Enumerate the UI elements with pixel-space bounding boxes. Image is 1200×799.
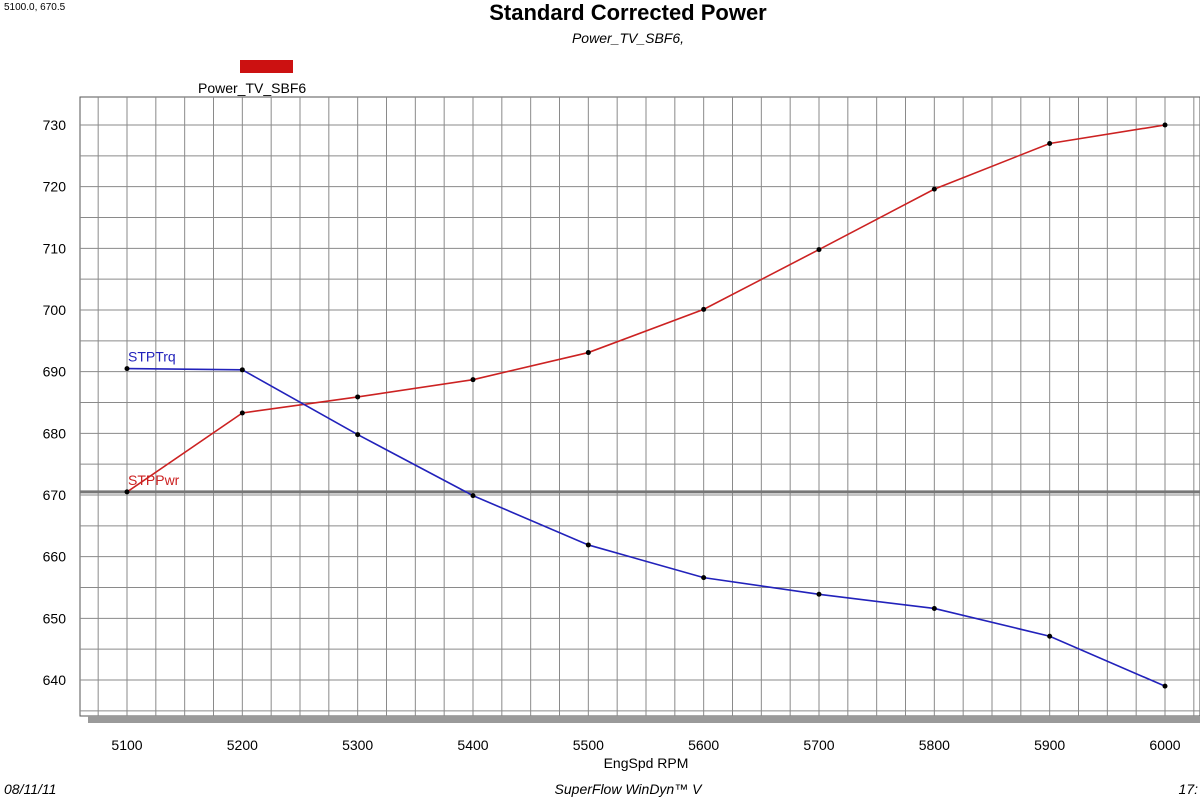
data-point bbox=[931, 605, 937, 611]
x-tick-label: 5600 bbox=[688, 737, 719, 753]
data-point bbox=[1047, 633, 1053, 639]
cursor-coordinate-readout: 5100.0, 670.5 bbox=[4, 2, 66, 13]
data-point bbox=[816, 247, 822, 253]
legend-swatch[interactable] bbox=[240, 60, 293, 73]
data-point bbox=[470, 493, 476, 499]
y-tick-label: 690 bbox=[43, 364, 67, 380]
data-point bbox=[585, 350, 591, 356]
data-point bbox=[124, 366, 130, 372]
x-tick-label: 5400 bbox=[457, 737, 488, 753]
series-line-stppwr bbox=[126, 124, 1166, 493]
data-point bbox=[701, 306, 707, 312]
x-axis-label: EngSpd RPM bbox=[604, 755, 689, 771]
x-tick-label: 5500 bbox=[573, 737, 604, 753]
x-tick-label: 6000 bbox=[1149, 737, 1180, 753]
footer-date: 08/11/11 bbox=[4, 781, 57, 797]
y-tick-label: 700 bbox=[43, 302, 67, 318]
x-tick-label: 5900 bbox=[1034, 737, 1065, 753]
y-tick-label: 730 bbox=[43, 117, 67, 133]
data-point bbox=[931, 186, 937, 192]
data-point bbox=[816, 591, 822, 597]
x-axis-bar bbox=[88, 716, 1200, 723]
data-point bbox=[124, 489, 130, 495]
data-point bbox=[701, 575, 707, 581]
plot-frame bbox=[79, 96, 1200, 717]
footer-product: SuperFlow WinDyn™ V bbox=[554, 781, 702, 797]
x-tick-label: 5300 bbox=[342, 737, 373, 753]
data-point bbox=[239, 410, 245, 416]
data-point bbox=[585, 542, 591, 548]
legend-label[interactable]: Power_TV_SBF6 bbox=[198, 80, 307, 96]
data-point bbox=[1162, 683, 1168, 689]
chart-subtitle: Power_TV_SBF6, bbox=[571, 30, 685, 46]
footer-time: 17: bbox=[1178, 781, 1198, 797]
y-tick-label: 670 bbox=[43, 487, 67, 503]
data-point bbox=[355, 394, 361, 400]
chart-title: Standard Corrected Power bbox=[489, 0, 767, 25]
y-tick-label: 650 bbox=[43, 610, 67, 626]
series-label: STPPwr bbox=[128, 472, 180, 488]
data-point bbox=[1162, 122, 1168, 128]
series-line-stptrq bbox=[126, 367, 1166, 687]
data-point bbox=[1047, 141, 1053, 146]
x-tick-label: 5200 bbox=[227, 737, 258, 753]
x-tick-label: 5100 bbox=[111, 737, 142, 753]
y-tick-label: 720 bbox=[43, 179, 67, 195]
data-point bbox=[470, 377, 476, 383]
y-tick-label: 660 bbox=[43, 549, 67, 565]
y-tick-label: 640 bbox=[43, 672, 67, 688]
x-tick-label: 5700 bbox=[803, 737, 834, 753]
y-tick-label: 710 bbox=[43, 240, 67, 256]
data-point bbox=[239, 367, 245, 373]
x-tick-label: 5800 bbox=[919, 737, 950, 753]
y-tick-label: 680 bbox=[43, 425, 67, 441]
series-label: STPTrq bbox=[128, 349, 176, 365]
data-point bbox=[355, 432, 361, 438]
